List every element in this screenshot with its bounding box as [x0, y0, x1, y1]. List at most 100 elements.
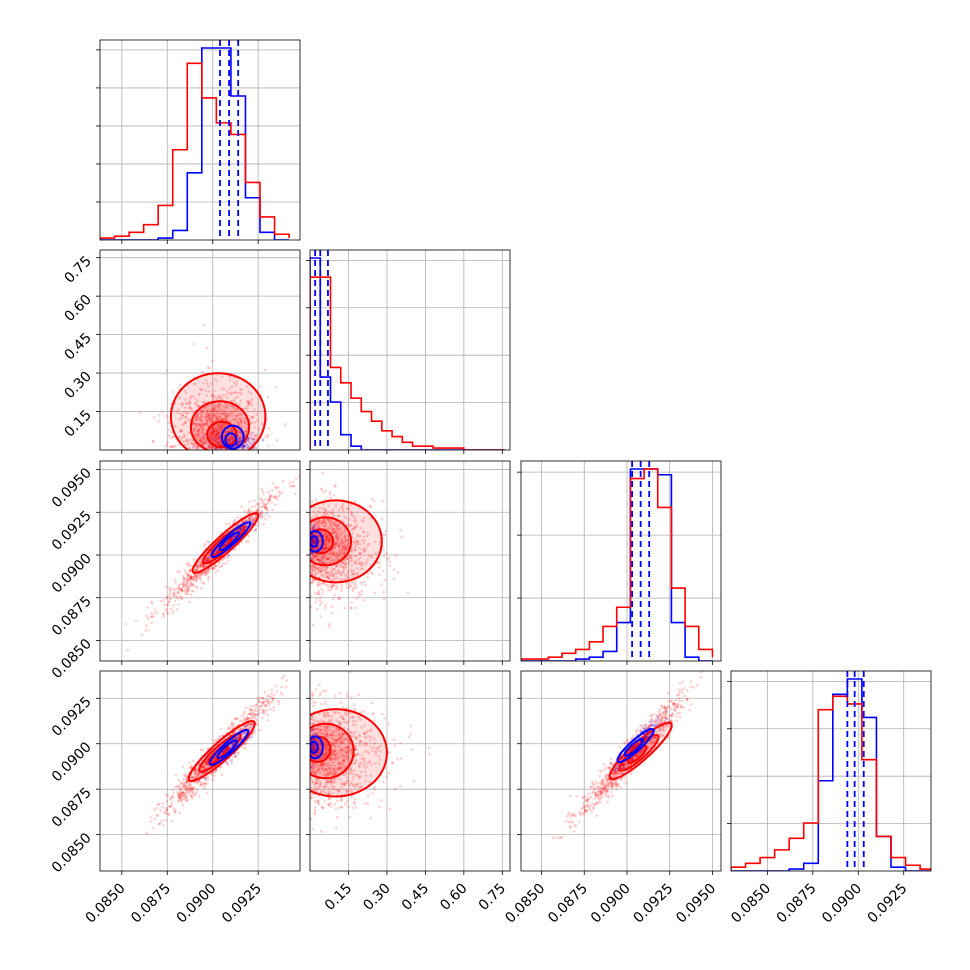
- scatter-point-red: [367, 554, 371, 558]
- scatter-point-red: [151, 826, 155, 830]
- scatter-point-red: [186, 592, 189, 596]
- scatter-point-red: [234, 717, 237, 720]
- scatter-point-red: [214, 770, 217, 774]
- scatter-point-blue: [233, 518, 237, 522]
- scatter-point-red: [219, 397, 222, 400]
- scatter-point-red: [279, 691, 283, 695]
- scatter-point-red: [336, 524, 339, 528]
- contour-blue: [216, 739, 238, 760]
- scatter-point-red: [221, 426, 225, 430]
- scatter-point-red: [205, 557, 209, 561]
- scatter-point-red: [317, 521, 320, 524]
- scatter-point-red: [205, 572, 208, 576]
- scatter-point-red: [192, 429, 196, 432]
- scatter-point-red: [190, 795, 193, 799]
- scatter-point-red: [239, 438, 243, 442]
- scatter-point-red: [212, 394, 215, 397]
- scatter-point-red: [198, 576, 202, 580]
- scatter-point-red: [184, 584, 188, 588]
- scatter-point-red: [327, 780, 330, 783]
- scatter-point-red: [366, 543, 370, 547]
- scatter-point-red: [235, 443, 239, 447]
- scatter-point-red: [202, 423, 206, 427]
- scatter-point-red: [170, 801, 174, 805]
- scatter-point-red: [187, 578, 190, 582]
- scatter-point-red: [339, 748, 342, 752]
- histogram-series-blue: [521, 468, 713, 661]
- scatter-point-red: [159, 809, 162, 812]
- scatter-point-red: [248, 736, 251, 740]
- scatter-point-red: [313, 592, 317, 595]
- scatter-point-blue: [237, 431, 240, 435]
- scatter-point-red: [204, 439, 208, 443]
- scatter-point-red: [202, 440, 206, 443]
- scatter-point-red: [317, 520, 320, 524]
- scatter-point-blue: [237, 437, 240, 441]
- scatter-point-red: [195, 564, 199, 567]
- scatter-point-red: [346, 541, 349, 545]
- scatter-point-red: [263, 700, 267, 703]
- scatter-point-red: [226, 438, 230, 442]
- scatter-point-blue: [310, 551, 313, 555]
- scatter-point-red: [254, 709, 257, 712]
- scatter-point-red: [214, 447, 218, 450]
- scatter-point-red: [248, 726, 252, 730]
- scatter-point-red: [233, 391, 237, 394]
- scatter-point-red: [317, 581, 320, 585]
- scatter-point-red: [361, 530, 365, 534]
- scatter-point-red: [328, 555, 332, 559]
- scatter-point-blue: [238, 431, 242, 435]
- scatter-point-red: [183, 781, 186, 784]
- scatter-point-red: [316, 571, 320, 574]
- scatter-point-blue: [313, 541, 316, 544]
- scatter-point-red: [180, 797, 184, 801]
- scatter-point-red: [313, 539, 316, 543]
- scatter-point-red: [185, 776, 189, 779]
- scatter-point-red: [350, 570, 354, 573]
- scatter-point-red: [339, 538, 343, 542]
- scatter-point-red: [246, 509, 250, 513]
- contour-blue: [218, 531, 240, 552]
- scatter-point-red: [257, 509, 260, 513]
- scatter-point-red: [270, 489, 274, 492]
- scatter-point-red: [178, 412, 181, 415]
- scatter-point-red: [350, 556, 354, 560]
- scatter-point-red: [323, 543, 327, 547]
- scatter-point-red: [355, 540, 359, 543]
- panel-frame-1-1: [309, 249, 511, 451]
- scatter-point-red: [348, 586, 351, 589]
- x-tick-label: 0.0850: [83, 881, 129, 927]
- scatter-point-red: [194, 401, 198, 405]
- scatter-point-red: [188, 447, 191, 450]
- scatter-point-red: [208, 553, 212, 556]
- scatter-point-red: [150, 602, 154, 605]
- scatter-point-red: [248, 707, 251, 711]
- scatter-point-red: [166, 603, 170, 606]
- scatter-point-red: [200, 563, 204, 567]
- scatter-point-red: [187, 587, 191, 591]
- scatter-point-blue: [254, 528, 257, 532]
- scatter-point-red: [360, 539, 364, 542]
- scatter-point-red: [164, 444, 168, 448]
- scatter-point-red: [211, 436, 215, 440]
- histogram-series-red: [731, 695, 931, 871]
- scatter-point-red: [276, 497, 279, 501]
- scatter-point-blue: [314, 523, 317, 527]
- scatter-point-red: [250, 723, 254, 726]
- scatter-point-red: [191, 422, 195, 426]
- scatter-point-red: [383, 533, 387, 536]
- scatter-point-red: [192, 575, 196, 578]
- scatter-point-red: [332, 567, 336, 571]
- scatter-point-red: [230, 385, 234, 388]
- scatter-point-red: [172, 807, 176, 811]
- scatter-point-blue: [314, 540, 317, 543]
- y-tick-label: 0.0850: [49, 830, 95, 876]
- scatter-point-red: [342, 746, 346, 749]
- scatter-point-red: [310, 557, 314, 561]
- scatter-point-red: [217, 560, 221, 564]
- scatter-point-red: [218, 405, 222, 408]
- scatter-point-red: [161, 802, 165, 805]
- scatter-point-red: [354, 583, 357, 587]
- scatter-point-red: [195, 415, 198, 419]
- scatter-point-red: [191, 576, 194, 579]
